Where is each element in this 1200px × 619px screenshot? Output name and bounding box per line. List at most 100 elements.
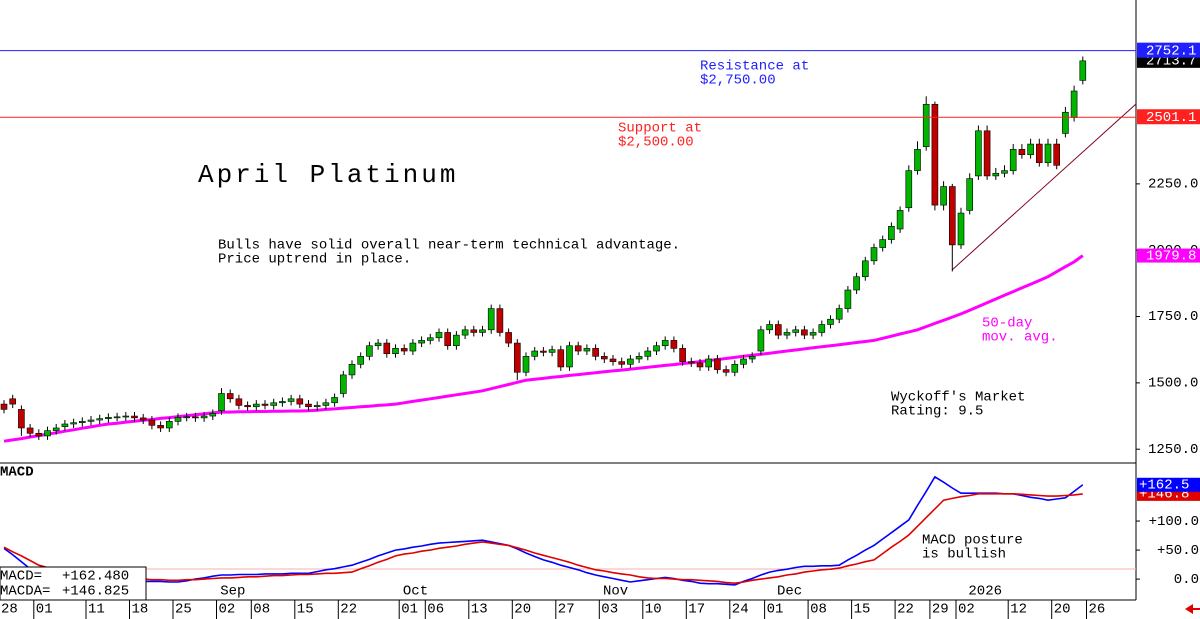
readout-label: MACDA=	[0, 584, 50, 600]
candle-body	[1036, 143, 1043, 163]
candle-body	[253, 403, 260, 408]
level-label: 2501.1	[1146, 110, 1196, 126]
x-tick-label: 11	[88, 602, 105, 618]
annotation: Rating: 9.5	[891, 404, 983, 420]
candle-body	[792, 329, 800, 333]
x-tick-label: 08	[253, 602, 270, 618]
candle-body	[583, 348, 591, 352]
candle-body	[861, 260, 869, 278]
x-tick-label: 25	[175, 602, 192, 618]
x-tick-label: 18	[132, 602, 149, 618]
candle-body	[18, 409, 25, 429]
x-tick-label: 26	[1089, 602, 1106, 618]
candle-body	[896, 210, 904, 230]
candle-body	[635, 356, 643, 360]
candle-body	[444, 332, 452, 347]
candle-body	[122, 415, 130, 418]
subtitle: Bulls have solid overall near-term techn…	[218, 238, 680, 254]
candle-body	[914, 149, 921, 171]
readout-label: MACD=	[0, 569, 42, 585]
candle-body	[548, 349, 556, 353]
moving-average	[3, 254, 1084, 443]
month-label: Sep	[220, 584, 245, 600]
ma-value-label: 1979.8	[1146, 248, 1196, 264]
candle-body	[888, 226, 895, 240]
candle-body	[696, 362, 704, 368]
y-tick-label: 0.0	[1174, 572, 1199, 588]
y-tick-label: +50.0	[1157, 543, 1199, 559]
candle-body	[592, 348, 599, 357]
candle-body	[26, 427, 34, 434]
candle-body	[531, 350, 539, 357]
candle-body	[131, 415, 138, 419]
candle-body	[931, 103, 939, 206]
x-tick-label: 12	[1010, 602, 1027, 618]
candle-body	[113, 416, 121, 419]
candle-body	[192, 416, 199, 419]
candle-body	[105, 417, 112, 419]
candle-body	[218, 393, 225, 412]
month-label: Dec	[777, 584, 802, 600]
level-box	[1137, 42, 1200, 58]
macd-value-label: +162.5	[1139, 477, 1189, 493]
candle-body	[357, 356, 365, 365]
candle-body	[975, 130, 982, 177]
candle-body	[435, 332, 443, 339]
candle-body	[44, 430, 51, 437]
x-tick-label: 01	[767, 602, 784, 618]
candle-body	[853, 276, 860, 291]
candle-body	[400, 348, 408, 352]
candle-body	[774, 324, 782, 336]
candle-body	[0, 403, 8, 410]
candle-body	[557, 349, 565, 368]
candle-body	[644, 350, 652, 357]
annotation: $2,500.00	[618, 135, 694, 151]
annotation: Wyckoff's Market	[891, 390, 1025, 406]
macd-line	[3, 475, 1084, 586]
candle-body	[261, 403, 269, 406]
x-tick-label: 01	[36, 602, 53, 618]
candle-body	[496, 308, 504, 333]
candle-body	[835, 308, 843, 320]
annotation: $2,750.00	[700, 73, 776, 89]
candle-body	[983, 130, 991, 177]
candle-body	[374, 342, 382, 347]
macd-value-box	[1137, 477, 1200, 492]
readout-box	[0, 566, 147, 601]
month-label: Nov	[603, 584, 628, 600]
candle-body	[1027, 143, 1034, 155]
candle-body	[922, 103, 930, 148]
x-tick-label: 20	[1054, 602, 1071, 618]
candle-body	[348, 363, 356, 376]
x-tick-label: 20	[514, 602, 531, 618]
candle-body	[418, 340, 425, 344]
candle-body	[157, 425, 164, 429]
x-tick-label: 06	[427, 602, 444, 618]
month-label: Oct	[403, 584, 428, 600]
x-tick-label: 01	[401, 602, 418, 618]
annotation: mov. avg.	[982, 330, 1058, 346]
y-tick-label: 1250.0	[1148, 442, 1198, 458]
x-tick-label: 02	[958, 602, 975, 618]
candle-body	[948, 186, 956, 246]
candle-body	[940, 186, 947, 206]
candle-body	[61, 423, 69, 427]
candle-body	[1009, 149, 1017, 171]
candle-body	[1070, 90, 1078, 118]
candle-body	[661, 340, 669, 347]
level-box	[1137, 109, 1200, 125]
candle-body	[992, 172, 1000, 177]
candle-body	[148, 419, 156, 426]
candle-body	[1079, 60, 1087, 81]
candle-body	[879, 239, 887, 248]
candle-body	[1062, 111, 1069, 134]
annotation: MACD posture	[922, 533, 1023, 549]
y-tick-label: +100.0	[1149, 514, 1199, 530]
x-tick-label: 08	[810, 602, 827, 618]
candle-body	[166, 421, 173, 429]
candle-body	[305, 403, 312, 408]
y-tick-label: 2250.0	[1148, 177, 1198, 193]
x-tick-label: 02	[219, 602, 236, 618]
candle-body	[426, 337, 434, 341]
